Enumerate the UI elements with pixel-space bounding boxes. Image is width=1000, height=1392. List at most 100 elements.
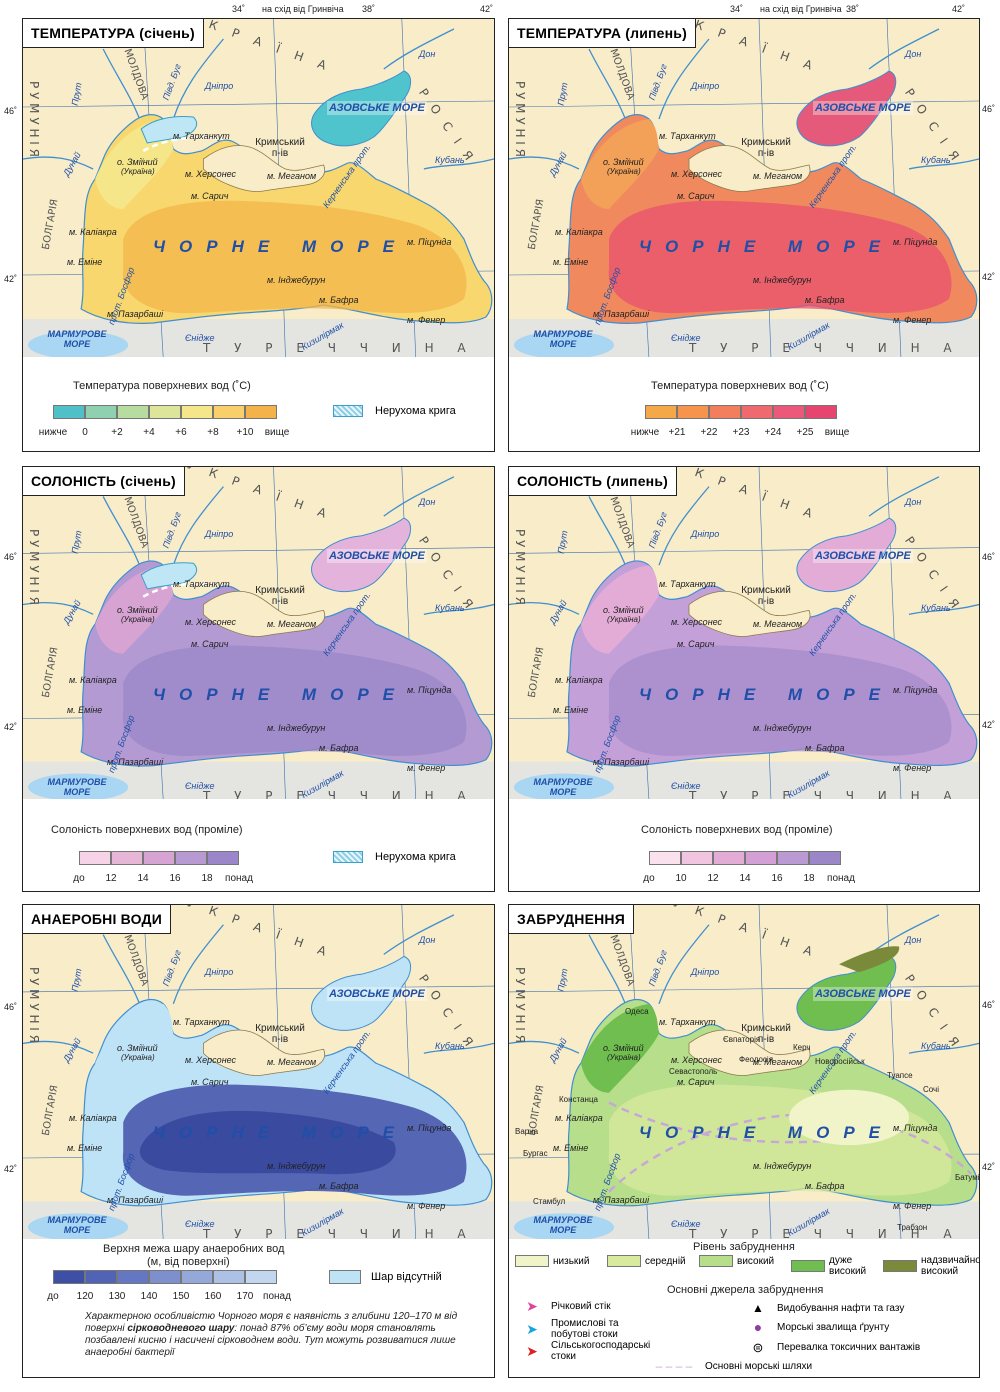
northwest-shelf: [581, 1003, 659, 1093]
city-trabzon-label: Трабзон: [897, 1223, 928, 1232]
cape-pitsunda-label: м. Піцунда: [893, 237, 938, 247]
coord-lon34-left: 34˚: [232, 4, 246, 14]
legend-tick: 140: [140, 1291, 158, 1302]
ice-legend: Нерухома крига: [333, 851, 456, 863]
zmiinyi-island-label: о. Зміїний: [117, 605, 158, 615]
cape-pazarbashi-label: м. Пазарбаші: [107, 309, 164, 319]
legend-swatch: [149, 405, 181, 419]
legend-swatch: [53, 405, 85, 419]
river-don-label: Дон: [905, 49, 922, 59]
zmiinyi-note-label: (Україна): [121, 1053, 155, 1062]
cape-meganom-label: м. Меганом: [267, 1057, 317, 1067]
legend-tick: нижче: [630, 427, 660, 438]
city-konstanta-label: Констанца: [559, 1095, 598, 1104]
pollution-level-label: низький: [553, 1255, 590, 1267]
crimea-label: Кримський п-ів: [741, 585, 791, 607]
marmara-sea-shape: [514, 1213, 614, 1241]
cape-fener-label: м. Фенер: [407, 315, 446, 325]
map-temperature-july: ЧОРНЕ МОРЕ АЗОВСЬКЕ МОРЕ м. Тарханкут Кримс…: [509, 19, 979, 359]
legend-swatches: [79, 851, 239, 865]
parallel-line: [23, 985, 494, 993]
city-yevpatoriia-label: Євпаторія: [723, 1035, 761, 1044]
legend-salinity-january: Солоність поверхневих вод (проміле) до 12…: [23, 799, 494, 891]
legend-swatch: [213, 1270, 245, 1284]
pollution-level-swatch: [883, 1260, 917, 1272]
legend-swatches: [645, 405, 837, 419]
marmara-sea-label: МАРМУРОВЕ МОРЕ: [533, 329, 593, 349]
parallel-line: [23, 100, 494, 108]
absent-legend: Шар відсутній: [329, 1270, 442, 1284]
source-agri-label: Сільськогосподарські стоки: [551, 1340, 651, 1362]
river-line: [23, 602, 94, 615]
cape-pazarbashi-label: м. Пазарбаші: [593, 1195, 650, 1205]
cape-sarych-label: м. Сарич: [191, 1077, 229, 1087]
city-batumi-label: Батумі: [955, 1173, 979, 1182]
legend-tick: 14: [137, 873, 149, 884]
legend-tick: +24: [764, 427, 782, 438]
legend-swatch: [245, 1270, 277, 1284]
low-pollution-zone: [789, 1089, 909, 1146]
legend-tick: до: [643, 873, 655, 884]
legend-title: Температура поверхневих вод (˚С): [73, 380, 251, 392]
cape-kaliakra-label: м. Каліакра: [555, 227, 603, 237]
river-line: [172, 38, 224, 120]
cape-fener-label: м. Фенер: [893, 1201, 932, 1211]
legend-swatch: [117, 1270, 149, 1284]
legend-swatch: [681, 851, 713, 865]
cape-sarych-label: м. Сарич: [191, 639, 229, 649]
marmara-sea-shape: [514, 331, 614, 359]
cape-fener-label: м. Фенер: [893, 763, 932, 773]
cape-pazarbashi-label: м. Пазарбаші: [593, 757, 650, 767]
marmara-sea-shape: [514, 773, 614, 801]
source-oil: ▲ Видобування нафти та газу: [745, 1302, 904, 1314]
coord-lon42-left: 42˚: [480, 4, 494, 14]
cape-meganom-label: м. Меганом: [753, 171, 803, 181]
pollution-level-item: дуже високий: [791, 1255, 881, 1277]
northwest-shelf: [581, 119, 659, 209]
river-dnipro-label: Дніпро: [691, 529, 720, 539]
cape-kaliakra-label: м. Каліакра: [555, 1113, 603, 1123]
country-turkey-label: Т У Р Е Ч Ч И Н А: [689, 1227, 962, 1241]
lat42-row1-left: 42˚: [4, 274, 18, 284]
cape-emine-label: м. Еміне: [553, 1143, 589, 1153]
note-bold: сірководневого шару: [127, 1323, 235, 1334]
legend-temperature-january: Температура поверхневих вод (˚С) нижче 0 +…: [23, 357, 494, 451]
ice-edge-line: [142, 582, 224, 598]
river-endzhe-label: Єнідже: [671, 781, 701, 791]
panel-anaerobic: ЧОРНЕ МОРЕ АЗОВСЬКЕ МОРЕ м. Тарханкут Кримс…: [22, 904, 495, 1378]
cape-tarkhankut-label: м. Тарханкут: [173, 1017, 230, 1027]
marmara-sea-label: МАРМУРОВЕ МОРЕ: [47, 329, 107, 349]
coord-east-left: на схід від Гринвіча: [262, 4, 344, 14]
sea-route-line: [608, 1113, 972, 1193]
legend-tick: 18: [803, 873, 815, 884]
absent-swatch: [329, 1270, 361, 1284]
pollution-level-swatch: [699, 1255, 733, 1267]
legend-pollution: Рівень забруднення низький середній високи…: [509, 1239, 979, 1377]
river-line: [383, 914, 455, 955]
cape-sarych-label: м. Сарич: [191, 191, 229, 201]
panel-salinity-july: ЧОРНЕ МОРЕ АЗОВСЬКЕ МОРЕ м. Тарханкут Кримс…: [508, 466, 980, 892]
pollution-level-swatch: [515, 1255, 549, 1267]
anaerobic-core: [139, 1110, 396, 1175]
legend-swatch: [111, 851, 143, 865]
cape-khersones-label: м. Херсонес: [671, 169, 723, 179]
lat42-row1-right: 42˚: [982, 272, 996, 282]
river-line: [23, 156, 94, 170]
pollution-level-item: середній: [607, 1255, 697, 1267]
river-line: [658, 924, 710, 1005]
cape-khersones-label: м. Херсонес: [185, 169, 237, 179]
crimea-peninsula: [688, 590, 811, 637]
sea-inner-zone: [608, 200, 952, 314]
zmiinyi-island-label: о. Зміїний: [117, 1043, 158, 1053]
pollution-level-label: дуже високий: [829, 1255, 867, 1277]
map-graphic: [23, 19, 494, 359]
river-line: [868, 476, 940, 517]
legend-swatch: [741, 405, 773, 419]
source-dumps-label: Морські звалища ґрунту: [777, 1322, 890, 1333]
legend-swatch: [85, 405, 117, 419]
source-dumps: ● Морські звалища ґрунту: [745, 1320, 890, 1334]
cape-emine-label: м. Еміне: [67, 1143, 103, 1153]
river-dnipro-label: Дніпро: [205, 529, 234, 539]
legend-swatch: [777, 851, 809, 865]
legend-tick: 14: [739, 873, 751, 884]
